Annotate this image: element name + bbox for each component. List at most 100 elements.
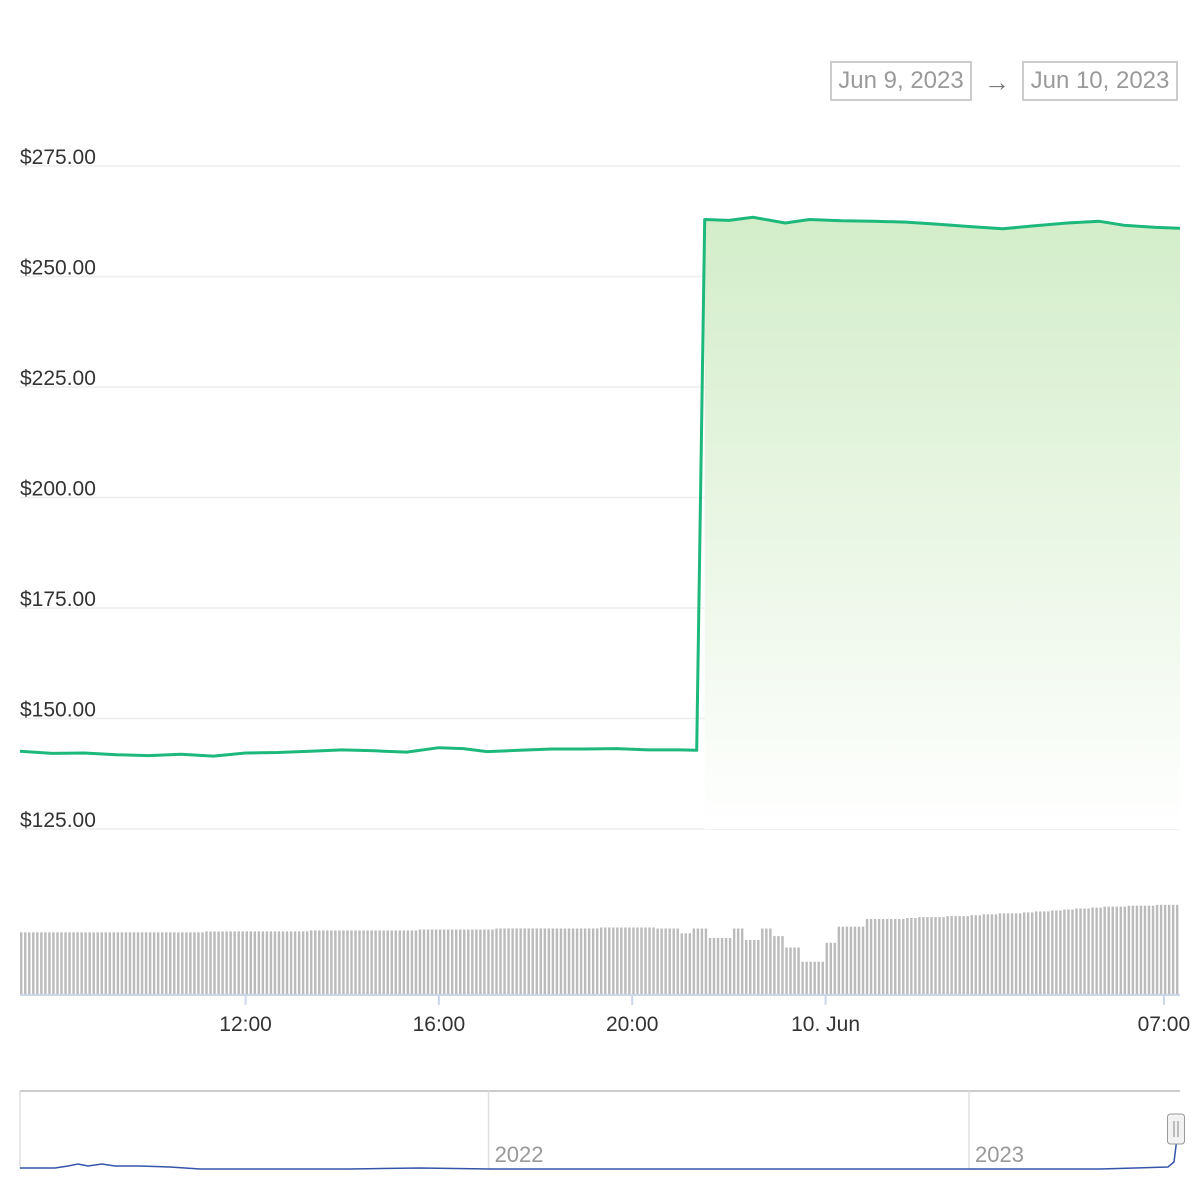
- volume-bar: [1111, 906, 1114, 995]
- volume-bar: [185, 932, 188, 995]
- volume-bar: [865, 919, 869, 995]
- volume-bar: [193, 932, 196, 995]
- navigator[interactable]: 2022 2023: [19, 1090, 1185, 1170]
- volume-bar: [712, 938, 716, 995]
- volume-bar: [390, 930, 393, 995]
- volume-bar: [567, 928, 571, 995]
- volume-bar: [970, 915, 973, 995]
- volume-bar: [140, 932, 144, 995]
- volume-bar: [942, 917, 945, 995]
- volume-bar: [217, 931, 220, 996]
- volume-bar: [430, 929, 434, 995]
- volume-bar: [1030, 912, 1034, 996]
- y-tick-label: $275.00: [20, 146, 96, 169]
- x-axis: 12:00 16:00 20:00 10. Jun 07:00: [20, 994, 1190, 1036]
- volume-bar: [241, 931, 244, 996]
- volume-bar: [612, 927, 615, 995]
- volume-bar: [1014, 913, 1018, 995]
- volume-bar: [1147, 905, 1151, 995]
- volume-bar: [898, 919, 901, 995]
- volume-bar: [877, 919, 881, 995]
- volume-bar: [108, 932, 112, 995]
- volume-bar: [982, 914, 986, 996]
- volume-bar: [1087, 908, 1090, 995]
- volume-bar: [676, 928, 679, 995]
- volume-bar: [52, 932, 55, 995]
- range-from-input[interactable]: Jun 9, 2023: [830, 61, 972, 101]
- volume-bar: [604, 927, 607, 995]
- volume-bar: [700, 928, 704, 995]
- volume-bar: [442, 929, 446, 995]
- volume-bar: [974, 915, 978, 995]
- volume-bar: [918, 917, 921, 995]
- volume-bar: [132, 932, 136, 995]
- volume-bar: [28, 932, 31, 995]
- volume-bar: [233, 931, 236, 996]
- volume-bar: [197, 932, 200, 995]
- volume-bar: [736, 928, 740, 995]
- volume-bar: [1006, 913, 1010, 995]
- volume-bar: [591, 928, 595, 995]
- volume-bar: [394, 930, 398, 995]
- volume-bar: [728, 938, 732, 995]
- volume-bar: [1155, 904, 1159, 996]
- volume-bar: [773, 936, 776, 995]
- volume-bar: [894, 919, 897, 995]
- volume-bar: [189, 932, 192, 995]
- volume-bar: [414, 930, 418, 995]
- volume-bar: [422, 929, 426, 995]
- volume-bar: [720, 938, 724, 995]
- volume-bar: [930, 917, 933, 995]
- volume-bar: [934, 917, 937, 995]
- volume-bars: [20, 904, 1179, 996]
- volume-bar: [402, 930, 406, 995]
- volume-bar: [1163, 904, 1167, 996]
- volume-bar: [740, 928, 744, 995]
- volume-bar: [745, 939, 748, 995]
- volume-bar: [837, 926, 841, 995]
- volume-bar: [374, 930, 377, 995]
- volume-bar: [487, 929, 490, 995]
- volume-bar: [559, 928, 563, 995]
- volume-bar: [330, 930, 333, 995]
- volume-bar: [116, 932, 120, 995]
- volume-bar: [1039, 911, 1042, 995]
- volume-bar: [914, 918, 917, 995]
- volume-bar: [173, 932, 176, 995]
- volume-bar: [1010, 913, 1014, 995]
- volume-bar: [245, 931, 248, 996]
- volume-bar: [624, 927, 627, 995]
- y-tick-label: $125.00: [20, 809, 96, 832]
- volume-bar: [857, 926, 861, 995]
- volume-bar: [1139, 905, 1143, 995]
- volume-bar: [640, 927, 643, 995]
- volume-bar: [620, 927, 623, 995]
- volume-bar: [869, 919, 873, 995]
- volume-bar: [269, 931, 273, 996]
- volume-bar: [455, 929, 458, 995]
- volume-bar: [301, 931, 305, 996]
- volume-bar: [410, 930, 414, 995]
- volume-bar: [664, 928, 667, 995]
- volume-bar: [950, 916, 953, 995]
- y-axis: $275.00 $250.00 $225.00 $200.00 $175.00 $150.…: [20, 146, 96, 832]
- volume-bar: [881, 919, 885, 995]
- volume-bar: [112, 932, 116, 995]
- y-tick-label: $175.00: [20, 588, 96, 611]
- volume-bar: [821, 961, 824, 996]
- volume-bar: [475, 929, 478, 995]
- volume-bar: [962, 916, 965, 995]
- volume-bar: [128, 932, 132, 995]
- volume-bar: [1099, 907, 1102, 995]
- volume-bar: [507, 928, 510, 995]
- volume-bar: [120, 932, 124, 995]
- volume-bar: [966, 916, 969, 995]
- volume-bar: [499, 928, 502, 995]
- x-tick-label: 10. Jun: [791, 1013, 860, 1036]
- volume-bar: [587, 928, 591, 995]
- volume-bar: [853, 926, 857, 995]
- volume-bar: [636, 927, 639, 995]
- x-tick-label: 16:00: [413, 1013, 466, 1036]
- range-to-input[interactable]: Jun 10, 2023: [1022, 61, 1178, 101]
